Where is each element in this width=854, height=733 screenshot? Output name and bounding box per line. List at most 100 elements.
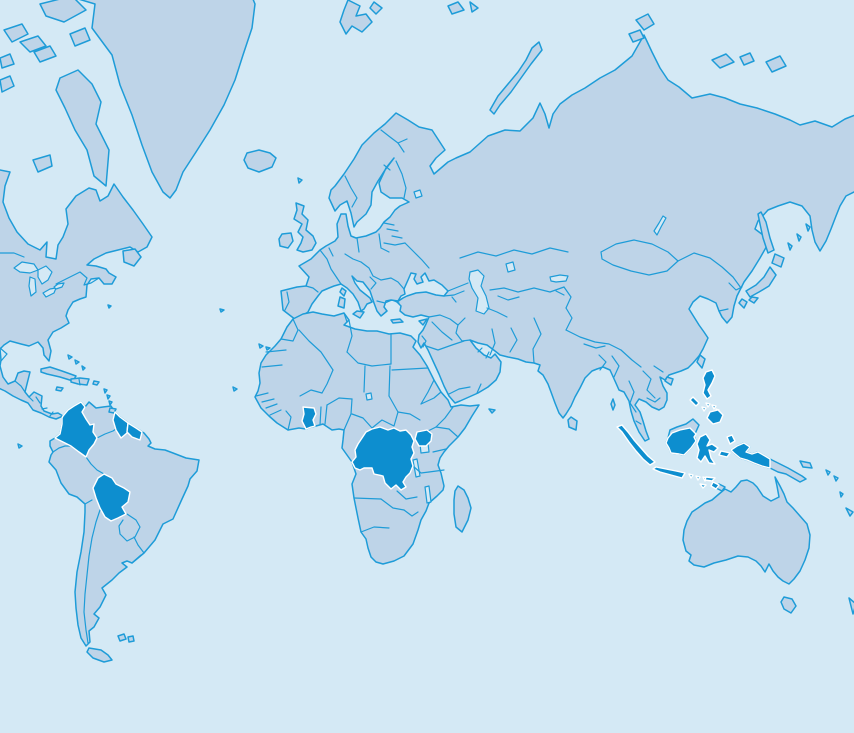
border-liberia (269, 409, 282, 416)
galapagos (17, 443, 23, 449)
border-russia-kazakh (459, 247, 569, 259)
country-indonesia-bali[interactable] (688, 473, 694, 479)
country-indonesia-sumba[interactable] (699, 483, 707, 489)
tierra-del-fuego (86, 647, 113, 663)
arctic-island-1 (3, 23, 29, 43)
country-philippines-luzon[interactable] (702, 369, 716, 400)
country-indonesia-lombok[interactable] (695, 475, 701, 481)
border-tunisia (343, 312, 348, 323)
border-germany-poland (356, 237, 360, 253)
southampton-island (32, 154, 53, 173)
border-israel-jordan (421, 335, 427, 348)
country-philippines-mindanao[interactable] (706, 409, 724, 425)
svalbard-east (369, 1, 383, 15)
country-suriname[interactable] (126, 422, 143, 441)
newfoundland (122, 248, 142, 267)
border-nigeria-cameroon (343, 398, 353, 431)
country-guyana[interactable] (112, 411, 129, 439)
border-oman-uae (485, 351, 490, 359)
lesser-antilles-1 (103, 388, 108, 394)
border-kola (397, 142, 405, 153)
country-indonesia-timor-west[interactable] (710, 481, 720, 490)
border-us-canada-east (55, 271, 100, 286)
country-philippines-visayas-2[interactable] (711, 404, 717, 410)
border-saudi-north (425, 340, 465, 351)
country-colombia[interactable] (54, 401, 98, 458)
border-namibia-botswana (380, 498, 405, 511)
border-south-africa (360, 526, 390, 533)
border-algeria-libya (346, 319, 353, 353)
country-indonesia-sulawesi[interactable] (696, 433, 719, 465)
border-egypt-sudan (391, 367, 429, 371)
azores (219, 308, 225, 313)
country-philippines-palawan[interactable] (689, 396, 700, 407)
border-balkans (369, 276, 377, 290)
country-bolivia[interactable] (92, 473, 131, 522)
border-france-germany (319, 249, 338, 279)
border-tanzania-mozambique (428, 469, 445, 473)
lake-baikal (653, 215, 667, 236)
border-austria-hungary (360, 261, 382, 281)
border-uruguay (131, 554, 142, 564)
border-benin (324, 404, 328, 425)
border-kenya-tanzania (432, 448, 447, 453)
country-uganda[interactable] (414, 429, 433, 447)
falklands-east (127, 635, 135, 643)
lake-balkhash (549, 274, 569, 283)
border-greece-north (376, 299, 400, 304)
lake-huron (37, 265, 53, 285)
hokkaido (771, 253, 785, 268)
border-germany-czech (344, 253, 362, 263)
border-turkey-iran (457, 317, 466, 326)
jamaica (55, 386, 64, 392)
caspian-sea (468, 269, 490, 315)
country-indonesia-java[interactable] (652, 466, 686, 479)
greenland (79, 0, 256, 199)
wrangel-island (765, 55, 787, 73)
country-ghana[interactable] (301, 406, 317, 430)
border-guinea-1 (261, 398, 275, 403)
franz-josef-land (447, 1, 465, 15)
border-algeria-mali (298, 329, 334, 371)
country-drc[interactable] (351, 426, 415, 491)
country-indonesia-sumatra[interactable] (616, 424, 656, 466)
country-indonesia-papua[interactable] (730, 442, 771, 469)
border-nicaragua-costarica (41, 407, 48, 410)
new-britain (799, 460, 813, 469)
sri-lanka (567, 416, 578, 431)
border-ethiopia-somalia (435, 406, 454, 428)
lake-malawi (424, 485, 432, 504)
border-eritrea (420, 379, 435, 405)
border-malaysia-thai (635, 420, 642, 425)
border-kazakh-china (563, 286, 572, 309)
border-senegal (255, 392, 269, 397)
country-indonesia-halmahera[interactable] (726, 434, 736, 445)
country-indonesia-flores[interactable] (704, 476, 716, 482)
tasmania (780, 596, 797, 614)
border-sweden-finland (383, 164, 391, 171)
border-iraq-iran (455, 324, 471, 342)
honshu (745, 266, 777, 298)
iceland (243, 149, 277, 173)
country-philippines-visayas-3[interactable] (701, 406, 707, 412)
country-indonesia-seram[interactable] (718, 450, 731, 458)
border-botswana-sa (403, 509, 419, 517)
border-romania-danube (380, 277, 405, 290)
taiwan (696, 354, 706, 369)
lakes (13, 189, 667, 504)
border-syria-iraq (431, 321, 453, 341)
new-siberian-islands-2 (739, 52, 755, 66)
country-philippines-visayas-1[interactable] (705, 402, 711, 408)
border-guinea-2 (265, 403, 278, 409)
bahamas-2 (74, 359, 80, 365)
border-mexico-guatemala (14, 380, 26, 393)
border-france-italy (336, 277, 342, 285)
border-ethiopia-north (420, 391, 442, 405)
border-korea-china (728, 282, 743, 291)
border-peru-brazil (85, 456, 105, 475)
border-myanmar-china (620, 349, 642, 368)
border-uzbek (497, 295, 520, 301)
corsica (339, 287, 347, 297)
country-indonesia-kalimantan[interactable] (665, 427, 697, 456)
